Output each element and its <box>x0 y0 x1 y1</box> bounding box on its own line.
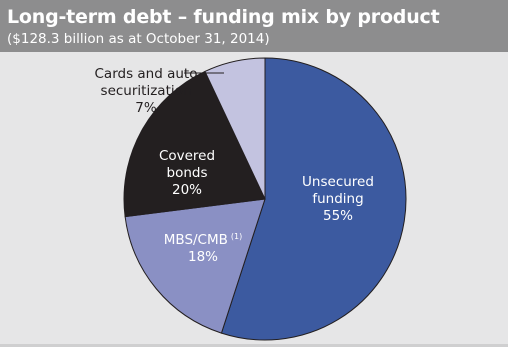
pie-slice-1 <box>124 198 266 334</box>
slice-label-1: MBS/CMB (1)18% <box>164 232 242 265</box>
pie-slice-3 <box>204 57 266 200</box>
footnote-marker: (1) <box>231 232 242 241</box>
slice-percent: 55% <box>323 208 353 224</box>
slice-percent: 20% <box>172 182 202 198</box>
slice-percent: 18% <box>188 249 218 265</box>
slice-name-line: Cards and auto <box>95 66 198 82</box>
pie-slice-2 <box>123 70 266 218</box>
slice-name-line: MBS/CMB (1) <box>164 232 242 248</box>
slice-percent: 7% <box>135 100 157 116</box>
slice-name-line: securitization <box>101 83 192 99</box>
pie-slice-0 <box>220 57 407 341</box>
slice-name-line: Covered <box>159 148 215 164</box>
chart-title: Long-term debt – funding mix by product <box>7 6 440 28</box>
chart-subtitle: ($128.3 billion as at October 31, 2014) <box>7 31 270 47</box>
chart-header: Long-term debt – funding mix by product … <box>0 0 508 52</box>
card-bottom-border <box>0 344 508 347</box>
slice-name-line: bonds <box>167 165 208 181</box>
slice-name-line: funding <box>312 191 363 207</box>
slice-name-line: Unsecured <box>302 174 374 190</box>
